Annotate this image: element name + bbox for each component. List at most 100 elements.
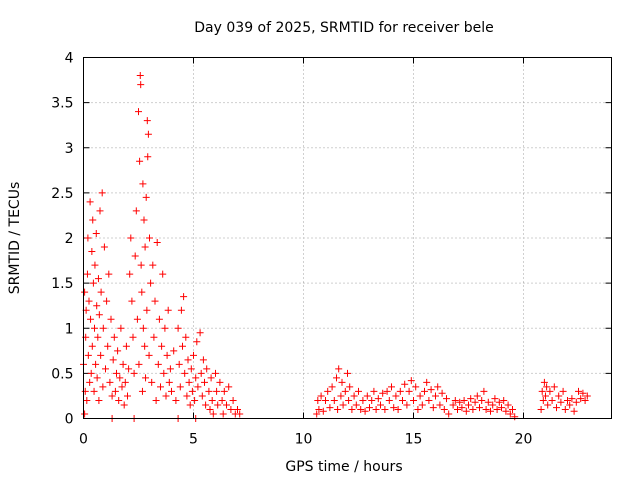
data-point <box>432 392 439 400</box>
data-point <box>191 396 199 404</box>
data-point <box>344 369 351 377</box>
data-point <box>143 306 151 314</box>
data-point <box>110 333 118 341</box>
data-point <box>138 288 146 296</box>
data-point <box>198 392 206 400</box>
data-point <box>550 383 558 391</box>
x-axis-label: GPS time / hours <box>285 459 402 475</box>
data-point <box>355 387 362 395</box>
data-point <box>136 72 144 80</box>
data-point <box>104 342 112 350</box>
data-point <box>425 396 433 404</box>
data-point <box>495 398 503 406</box>
data-point <box>334 405 342 413</box>
data-point <box>429 404 437 412</box>
chart-title: Day 039 of 2025, SRMTID for receiver bel… <box>194 20 493 36</box>
data-point <box>392 392 400 400</box>
data-point <box>157 383 164 391</box>
data-point <box>537 405 545 413</box>
data-point <box>511 413 519 421</box>
data-point <box>118 383 126 391</box>
data-point <box>86 198 94 206</box>
data-point <box>124 392 131 400</box>
data-point <box>489 401 497 409</box>
data-point <box>132 207 140 215</box>
data-point <box>315 405 323 413</box>
data-point <box>509 405 516 413</box>
data-point <box>190 351 197 359</box>
data-point <box>139 324 147 332</box>
data-point <box>139 180 147 188</box>
data-point <box>538 387 546 395</box>
data-point <box>199 356 207 364</box>
data-point <box>140 216 148 224</box>
data-point <box>197 369 205 377</box>
y-tick-label: 2 <box>65 231 74 247</box>
data-point <box>208 396 216 404</box>
data-point <box>164 306 172 314</box>
y-tick-labels: 0 0.5 1 1.5 2 2.5 3 3.5 4 <box>51 51 73 428</box>
data-point <box>89 279 97 287</box>
data-point <box>368 396 376 404</box>
data-point <box>207 374 215 382</box>
data-point <box>107 315 115 323</box>
data-point <box>142 374 150 382</box>
data-point <box>146 234 153 242</box>
data-point <box>460 396 468 404</box>
data-point <box>96 207 104 215</box>
data-point <box>443 395 450 403</box>
data-point <box>339 401 347 409</box>
data-point <box>168 387 175 395</box>
data-point <box>374 395 382 403</box>
data-point <box>130 369 138 377</box>
data-point <box>543 383 551 391</box>
data-point <box>436 401 444 409</box>
data-point <box>125 365 133 373</box>
data-point <box>90 387 98 395</box>
data-point <box>99 324 107 332</box>
data-point <box>88 248 96 256</box>
data-point <box>326 404 334 412</box>
data-point <box>153 239 161 247</box>
data-point <box>127 234 135 242</box>
data-point <box>462 407 470 415</box>
data-point <box>161 324 169 332</box>
data-point <box>542 392 549 400</box>
data-point <box>407 377 415 385</box>
data-point <box>188 387 196 395</box>
data-point <box>337 392 345 400</box>
data-point <box>451 396 459 404</box>
data-point <box>322 396 329 404</box>
data-point <box>133 315 141 323</box>
data-point <box>480 387 488 395</box>
data-point <box>223 401 230 409</box>
data-point <box>394 405 402 413</box>
y-axis-label: SRMTID / TECUs <box>7 182 23 295</box>
data-point <box>557 398 565 406</box>
data-point <box>93 302 101 310</box>
y-tick-label: 3.5 <box>51 96 73 112</box>
data-point <box>491 395 499 403</box>
data-point <box>471 398 479 406</box>
data-point <box>234 405 241 413</box>
data-point <box>131 252 139 260</box>
data-point <box>566 401 574 409</box>
data-point <box>87 315 95 323</box>
data-point <box>155 315 163 323</box>
data-point <box>142 193 150 201</box>
data-point <box>473 392 481 400</box>
data-point <box>390 404 398 412</box>
data-point <box>172 396 180 404</box>
data-point <box>220 387 228 395</box>
data-point <box>454 405 461 413</box>
data-point <box>539 396 547 404</box>
data-point <box>100 243 108 251</box>
data-point <box>175 360 183 368</box>
data-point <box>113 369 120 377</box>
data-point <box>99 383 107 391</box>
data-point <box>98 189 106 197</box>
data-point <box>412 383 420 391</box>
data-point <box>469 405 477 413</box>
data-point <box>152 396 160 404</box>
data-point <box>553 404 560 412</box>
